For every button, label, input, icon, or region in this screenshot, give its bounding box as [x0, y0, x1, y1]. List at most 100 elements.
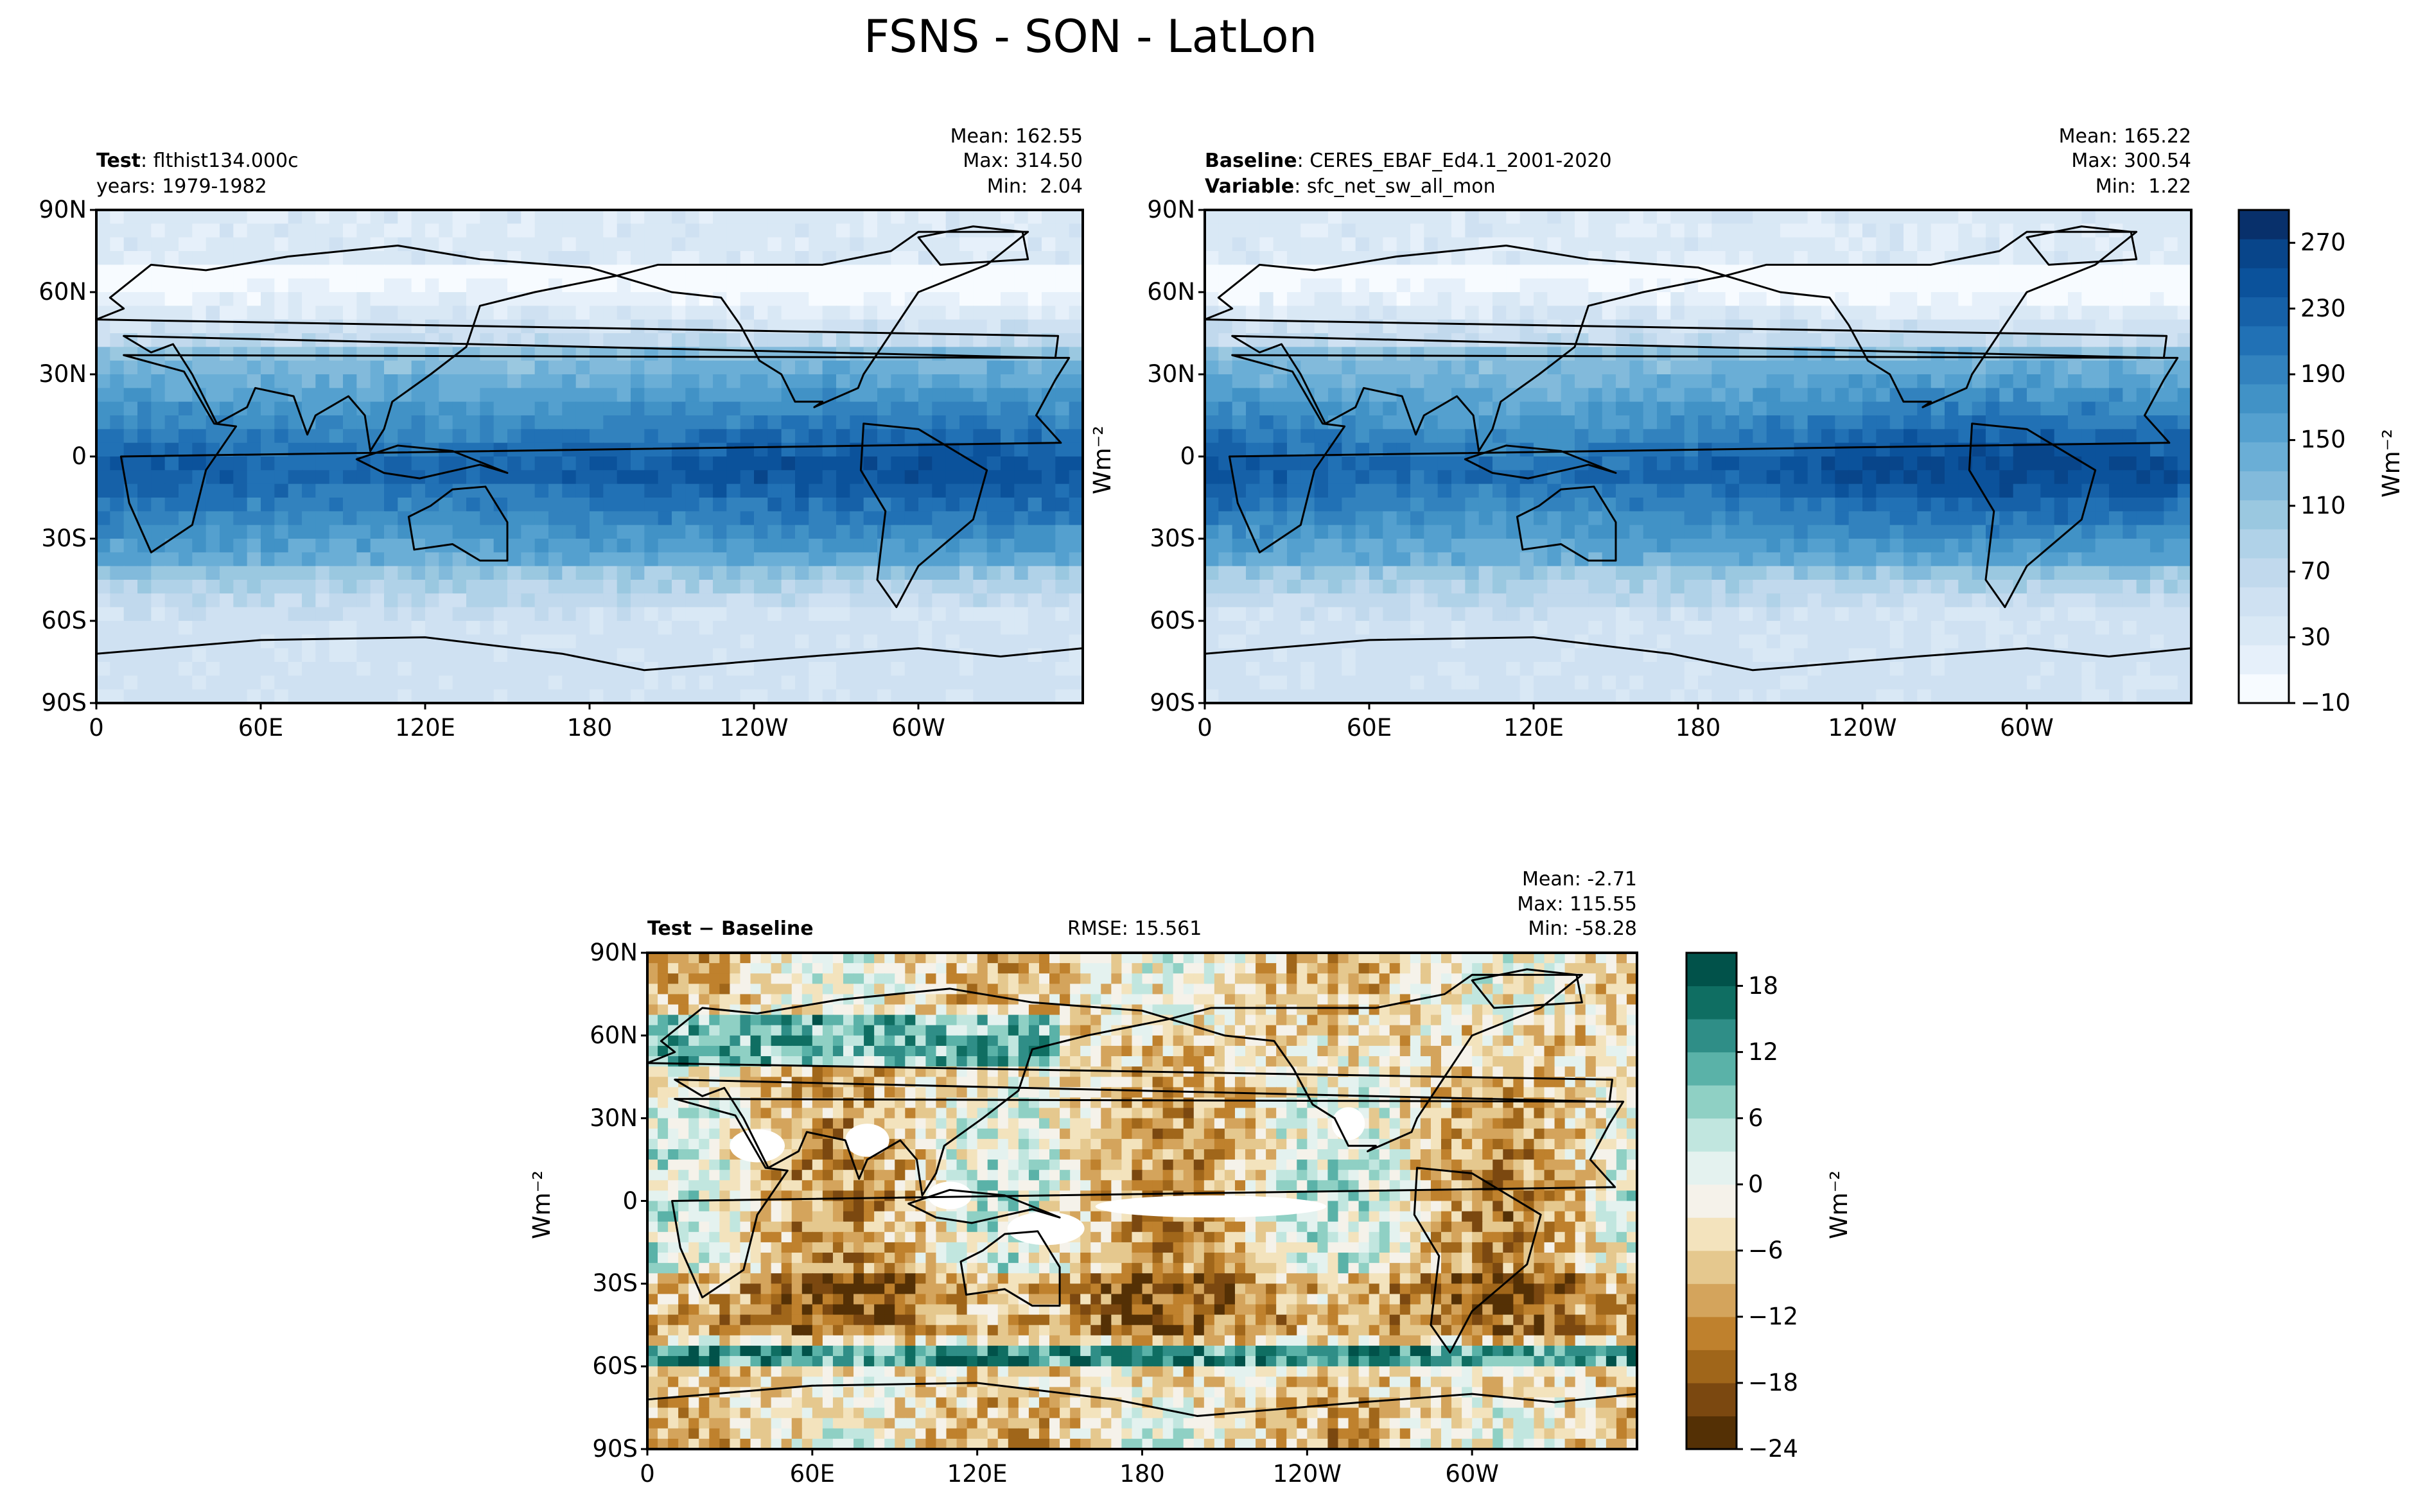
heat-cell [603, 374, 618, 389]
heat-cell [206, 360, 220, 375]
heat-cell [411, 580, 426, 595]
heat-cell [452, 621, 467, 636]
heat-cell [1328, 593, 1343, 608]
heat-cell [1492, 292, 1507, 307]
heat-cell [329, 388, 344, 403]
heat-cell [945, 607, 960, 621]
heat-cell [206, 251, 220, 266]
heat-cell [1396, 580, 1411, 595]
heat-cell [631, 607, 645, 621]
heat-cell [1055, 483, 1070, 498]
heat-cell [2136, 251, 2151, 266]
heat-cell [562, 511, 577, 526]
heat-cell [2040, 498, 2055, 512]
heat-cell [1001, 634, 1015, 649]
heat-cell [2164, 580, 2178, 595]
heat-cell [1451, 415, 1466, 430]
heat-cell [274, 429, 289, 444]
heat-cell [233, 306, 248, 320]
heat-cell [2054, 251, 2069, 266]
heat-cell [1986, 539, 2000, 553]
heat-cell [959, 648, 974, 663]
heat-cell [1698, 251, 1713, 266]
heat-cell [384, 539, 399, 553]
heat-cell [1958, 210, 1973, 225]
heat-cell [206, 607, 220, 621]
heat-cell [1657, 470, 1672, 485]
heat-cell [1506, 415, 1521, 430]
heat-cell [1369, 498, 1384, 512]
heat-cell [795, 580, 810, 595]
heat-cell [644, 292, 659, 307]
heat-cell [1945, 511, 1959, 526]
heat-cell [959, 566, 974, 580]
heat-cell [1904, 319, 1918, 334]
heat-cell [2177, 634, 2191, 649]
heat-cell [1259, 401, 1274, 416]
heat-cell [1794, 415, 1808, 430]
heat-cell [1534, 566, 1548, 580]
heat-cell [1766, 429, 1781, 444]
heat-cell [1670, 306, 1685, 320]
heat-cell [2013, 251, 2027, 266]
heat-cell [1821, 442, 1836, 457]
heat-cell [726, 675, 741, 690]
heat-cell [1410, 223, 1425, 238]
heat-cell [1492, 333, 1507, 348]
heat-cell [1001, 689, 1015, 703]
heat-cell [452, 374, 467, 389]
heat-cell [672, 525, 687, 539]
heat-cell [370, 292, 385, 307]
heat-cell [809, 525, 823, 539]
heat-cell [1972, 388, 1986, 403]
heat-cell [548, 456, 563, 471]
heat-cell [850, 552, 864, 567]
heat-cell [713, 278, 728, 293]
heat-cell [891, 470, 906, 485]
heat-cell [1657, 456, 1672, 471]
heat-cell [1766, 593, 1781, 608]
heat-cell [2177, 278, 2191, 293]
heat-cell [2013, 456, 2027, 471]
heat-cell [1396, 483, 1411, 498]
heat-cell [1904, 648, 1918, 663]
heat-cell [2095, 634, 2110, 649]
heat-cell [1643, 525, 1658, 539]
heat-cell [548, 223, 563, 238]
heat-cell [2177, 237, 2191, 252]
heat-cell [1506, 347, 1521, 361]
heat-cell [110, 278, 125, 293]
heat-cell [1698, 429, 1713, 444]
heat-cell [1287, 442, 1302, 457]
heat-cell [658, 210, 672, 225]
heat-cell [1725, 415, 1740, 430]
heat-cell [1328, 552, 1343, 567]
heat-cell [2095, 401, 2110, 416]
heat-cell [1519, 292, 1534, 307]
heat-cell [1028, 306, 1042, 320]
heat-cell [1848, 429, 1863, 444]
heat-cell [1042, 456, 1056, 471]
heat-cell [904, 621, 919, 636]
heat-cell [2123, 347, 2137, 361]
heat-cell [466, 360, 481, 375]
heat-cell [370, 388, 385, 403]
heat-cell [137, 374, 152, 389]
heat-cell [891, 374, 906, 389]
heat-cell [1273, 347, 1288, 361]
heat-cell [439, 210, 453, 225]
heat-cell [1437, 388, 1452, 403]
heat-cell [1001, 662, 1015, 677]
heat-cell [2109, 634, 2124, 649]
heat-cell [1999, 401, 2014, 416]
heat-cell [672, 607, 687, 621]
heat-cell [507, 265, 522, 279]
heat-cell [2040, 607, 2055, 621]
heat-cell [1575, 607, 1589, 621]
heat-cell [1561, 525, 1575, 539]
heat-cell [973, 511, 988, 526]
heat-cell [1616, 634, 1631, 649]
heat-cell [904, 675, 919, 690]
heat-cell [2136, 415, 2151, 430]
heat-cell [1889, 401, 1904, 416]
